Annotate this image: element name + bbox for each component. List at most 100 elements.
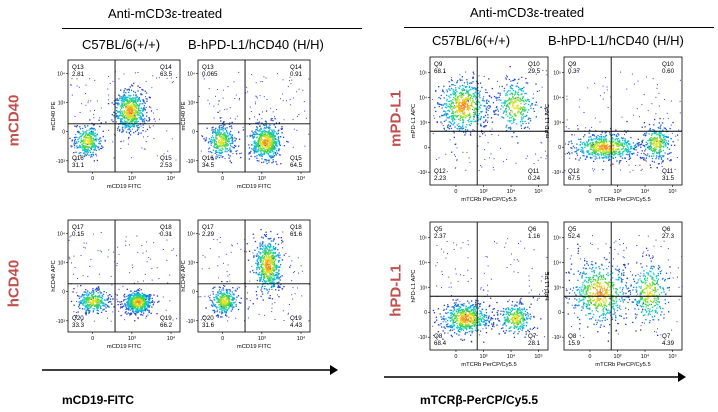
event-dot [83,246,85,248]
event-dot [462,119,465,121]
event-dot [440,103,442,106]
event-dot [463,98,466,101]
event-dot [87,304,89,306]
event-dot [275,153,277,155]
event-dot [516,135,518,138]
event-dot [269,142,271,144]
event-dot [88,298,90,300]
event-dot [146,303,148,305]
event-dot [224,150,226,152]
event-dot [279,266,281,268]
event-dot [261,155,263,158]
event-dot [120,314,122,317]
event-dot [93,145,95,147]
event-dot [451,112,453,115]
event-dot [97,292,99,294]
event-dot [269,238,271,240]
event-dot [129,306,131,308]
event-dot [267,261,269,263]
event-dot [453,132,455,134]
event-dot [456,111,459,114]
event-dot [126,288,128,290]
event-dot [263,256,265,259]
event-dot [138,297,140,299]
event-dot [269,140,271,142]
event-dot [220,152,223,154]
event-dot [94,132,96,134]
event-dot [487,116,489,119]
event-dot [134,290,136,293]
event-dot [268,242,270,245]
event-dot [222,141,225,143]
event-dot [258,147,260,149]
event-dot [275,255,278,257]
event-dot [137,299,139,301]
event-dot [138,298,141,300]
event-dot [153,242,155,244]
event-dot [124,116,126,118]
event-dot [132,295,134,297]
event-dot [125,96,128,99]
event-dot [480,125,483,127]
event-dot [84,301,86,303]
event-dot [249,106,251,108]
event-dot [223,142,226,144]
event-dot [479,94,481,96]
event-dot [147,295,149,297]
event-dot [95,145,97,147]
event-dot [240,156,242,159]
event-dot [264,269,266,271]
event-dot [517,110,520,112]
event-dot [146,304,148,306]
event-dot [228,137,230,140]
event-dot [82,298,84,300]
event-dot [525,82,527,84]
event-dot [167,150,169,152]
event-dot [473,120,475,123]
event-dot [220,292,222,294]
event-dot [461,110,463,112]
event-dot [270,269,272,271]
event-dot [472,93,474,95]
event-dot [211,129,213,131]
event-dot [221,144,223,147]
event-dot [214,305,216,307]
event-dot [142,99,144,102]
event-dot [226,148,228,150]
event-dot [266,99,268,100]
event-dot [98,146,100,148]
event-dot [119,97,121,99]
event-dot [131,125,133,127]
event-dot [145,301,147,304]
event-dot [119,105,121,107]
event-dot [266,134,268,137]
event-dot [269,279,271,281]
event-dot [450,79,453,81]
event-dot [460,94,463,96]
event-dot [277,130,279,132]
event-dot [265,262,267,264]
event-dot [153,294,155,296]
event-dot [108,306,110,308]
event-dot [259,129,261,132]
quadrant-name: Q18 [160,224,172,231]
event-dot [455,89,457,91]
event-dot [125,120,127,122]
event-dot [475,91,477,93]
event-dot [449,125,451,127]
event-dot [94,134,96,137]
event-dot [99,250,101,252]
event-dot [130,305,133,308]
event-dot [474,112,476,114]
event-dot [223,302,226,304]
event-dot [275,264,277,266]
event-dot [258,138,260,140]
event-dot [113,100,116,102]
event-dot [133,298,136,300]
event-dot [152,75,154,77]
event-dot [473,93,475,95]
event-dot [265,124,267,126]
event-dot [248,118,251,120]
event-dot [93,146,96,148]
event-dot [256,128,258,131]
